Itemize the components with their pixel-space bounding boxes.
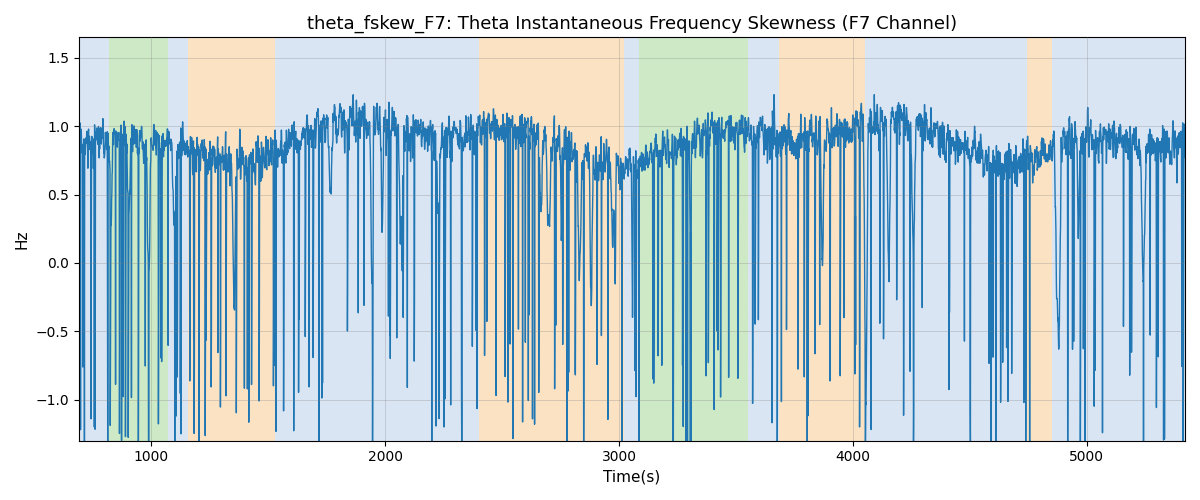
Bar [168, 38, 187, 440]
Bar [638, 38, 748, 440]
Bar [748, 38, 779, 440]
Bar [79, 38, 109, 440]
Bar [624, 38, 638, 440]
X-axis label: Time(s): Time(s) [604, 470, 660, 485]
Bar [865, 38, 1027, 440]
Bar [779, 38, 865, 440]
Bar [275, 38, 307, 440]
Y-axis label: Hz: Hz [14, 230, 30, 249]
Bar [307, 38, 479, 440]
Bar [109, 38, 168, 440]
Title: theta_fskew_F7: Theta Instantaneous Frequency Skewness (F7 Channel): theta_fskew_F7: Theta Instantaneous Freq… [307, 15, 958, 34]
Bar [1051, 38, 1186, 440]
Bar [1027, 38, 1051, 440]
Bar [479, 38, 624, 440]
Bar [187, 38, 275, 440]
